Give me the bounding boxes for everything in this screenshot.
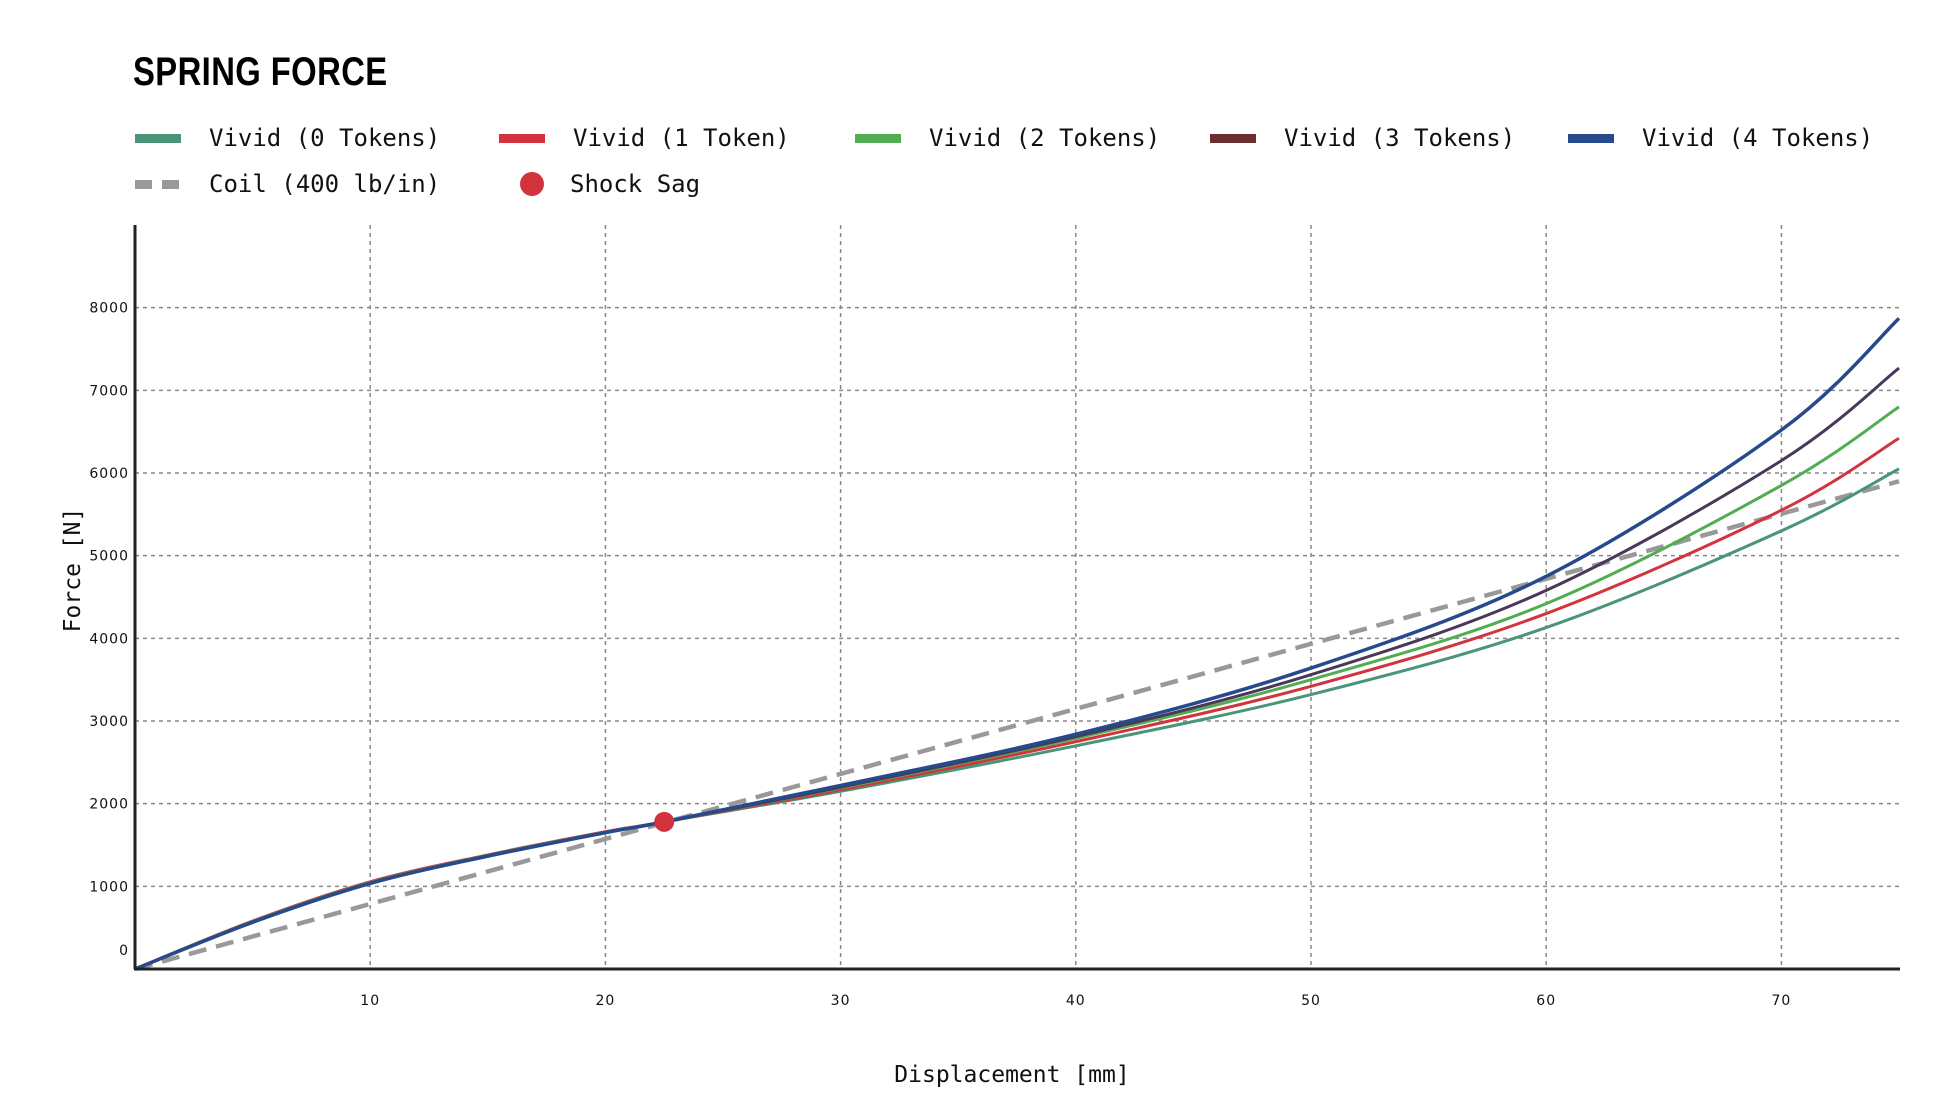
chart-title: SPRING FORCE xyxy=(133,50,388,94)
series-line-vivid-0-tokens xyxy=(134,467,1900,971)
x-tick-label: 50 xyxy=(1301,993,1321,1009)
y-tick-label: 3000 xyxy=(89,714,129,730)
legend-swatch-dashed xyxy=(135,179,181,189)
y-tick-label: 1000 xyxy=(89,879,129,895)
legend-item-coil: Coil (400 lb/in) xyxy=(135,170,440,198)
x-tick-label: 30 xyxy=(831,993,851,1009)
x-tick-label: 60 xyxy=(1536,993,1556,1009)
series-line-vivid-4-tokens xyxy=(134,317,1901,971)
legend-label: Shock Sag xyxy=(570,170,701,198)
x-tick-label: 10 xyxy=(360,993,380,1009)
series-line-vivid-1-tokens xyxy=(134,437,1900,971)
legend-swatch xyxy=(1568,133,1614,143)
coil-reference-line xyxy=(134,479,1900,972)
legend-label: Vivid (2 Tokens) xyxy=(929,124,1161,152)
legend-swatch xyxy=(499,133,545,143)
legend-swatch xyxy=(855,133,901,143)
legend-item-vivid-3: Vivid (3 Tokens) xyxy=(1210,124,1515,152)
x-tick-label: 40 xyxy=(1066,993,1086,1009)
legend-label: Coil (400 lb/in) xyxy=(209,170,441,198)
legend-item-vivid-1: Vivid (1 Token) xyxy=(499,124,790,152)
legend-item-vivid-0: Vivid (0 Tokens) xyxy=(135,124,440,152)
legend-swatch xyxy=(135,133,181,143)
legend-swatch xyxy=(1210,133,1256,143)
series-line-vivid-3-tokens xyxy=(134,366,1900,971)
legend-label: Vivid (3 Tokens) xyxy=(1284,124,1516,152)
legend-item-vivid-4: Vivid (4 Tokens) xyxy=(1568,124,1873,152)
y-tick-label: 0 xyxy=(119,943,129,959)
y-tick-label: 8000 xyxy=(89,301,129,317)
shock-sag-marker xyxy=(654,811,675,832)
y-tick-label: 6000 xyxy=(89,466,129,482)
y-tick-label: 5000 xyxy=(89,549,129,565)
y-axis-label: Force [N] xyxy=(60,508,86,633)
legend-marker-dot xyxy=(520,172,544,196)
legend-label: Vivid (1 Token) xyxy=(573,124,790,152)
legend-item-shock-sag: Shock Sag xyxy=(510,170,700,198)
legend-label: Vivid (0 Tokens) xyxy=(209,124,441,152)
legend-item-vivid-2: Vivid (2 Tokens) xyxy=(855,124,1160,152)
legend-label: Vivid (4 Tokens) xyxy=(1642,124,1874,152)
x-tick-label: 70 xyxy=(1771,993,1791,1009)
series-line-vivid-2-tokens xyxy=(134,405,1900,971)
y-tick-label: 4000 xyxy=(89,631,129,647)
y-tick-label: 2000 xyxy=(89,797,129,813)
x-axis-label: Displacement [mm] xyxy=(894,1062,1129,1088)
x-tick-label: 20 xyxy=(595,993,615,1009)
y-tick-label: 7000 xyxy=(89,383,129,399)
